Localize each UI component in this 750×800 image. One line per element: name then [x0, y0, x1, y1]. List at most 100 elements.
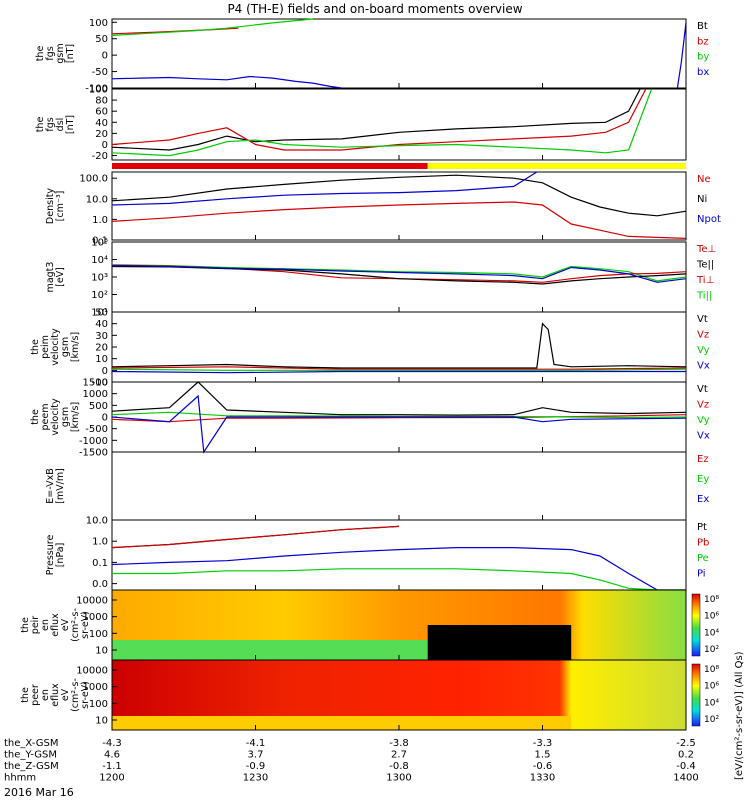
y-axis-label-line: fgs	[45, 46, 56, 60]
y-axis-label-line: the	[30, 409, 41, 425]
y-axis-label: the fgs dsl [nT]	[35, 115, 76, 134]
colorbar-axis-label: [eV/(cm²-s-sr-eV)] (All Qs)	[734, 651, 745, 780]
legend-peem_vel: Vt Vz Vy Vx	[697, 384, 710, 442]
series-Vz	[111, 414, 687, 423]
series-Ni	[111, 174, 687, 217]
colorbar-tick-label: 10⁴	[704, 698, 719, 708]
y-axis-label-line: velocity	[50, 328, 61, 366]
y-axis-label: the fgs gsm [nT]	[35, 43, 76, 63]
y-tick-label: 100	[89, 629, 108, 640]
legend-entry: Vz	[697, 400, 709, 411]
y-axis-label-line: [mV/m]	[55, 468, 66, 504]
y-tick-label: 0	[102, 366, 108, 377]
legend-peim_vel: Vt Vz Vy Vx	[697, 314, 710, 372]
y-tick-label: 50	[95, 308, 108, 319]
y-axis-label-line: en	[40, 619, 51, 631]
y-tick-label: 1000	[83, 682, 108, 693]
y-tick-label: 10	[95, 354, 108, 365]
x-axis-value: 4.6	[104, 750, 120, 761]
legend-density: Ne Ni Npot	[697, 174, 721, 225]
y-axis-label-line: velocity	[50, 398, 61, 436]
legend-entry: Pi	[697, 569, 706, 580]
x-axis-value: -1.1	[102, 761, 122, 772]
legend-entry: Ez	[697, 454, 709, 465]
legend-entry: Vx	[697, 431, 710, 442]
y-axis-label-line: dsl	[55, 118, 66, 132]
y-axis-label: the peem velocity gsm [km/s]	[30, 398, 81, 436]
y-axis-label: magt3 [eV]	[45, 262, 66, 293]
panel-peir: 10⁸ 10⁶ 10⁴ 10² [eV/(cm²-s-sr-eV)] (All Qs) t…	[20, 589, 745, 780]
y-axis-label-line: the	[20, 687, 31, 703]
x-axis-value: -3.8	[389, 738, 409, 749]
x-axis-value: 3.7	[248, 750, 264, 761]
colorbar-tick-label: 10²	[704, 715, 719, 725]
legend-entry: bz	[697, 36, 709, 47]
x-axis-row-label: the_X-GSM	[4, 738, 58, 749]
y-axis-label-line: [km/s]	[70, 332, 81, 362]
y-tick-label: 10.0	[86, 194, 108, 205]
y-axis-label-line: (cm²-s-	[70, 678, 81, 712]
plot-title: P4 (TH-E) fields and on-board moments ov…	[227, 2, 522, 16]
series-Ti||	[111, 264, 687, 282]
y-axis-label-line: E=-VxB	[45, 468, 56, 503]
x-axis-row-label: the_Y-GSM	[4, 750, 57, 761]
y-axis-label-line: [nPa]	[55, 543, 66, 568]
colorbar-tick-label: 10²	[704, 645, 719, 655]
series-Vy	[111, 368, 687, 371]
legend-pressure: Pt Pb Pe Pi	[697, 522, 709, 580]
phase-bar-red	[112, 163, 428, 169]
legend-entry: Bt	[697, 21, 708, 32]
y-axis-label-line: (cm²-s-	[70, 608, 81, 642]
colorbar-tick-label: 10⁸	[704, 665, 719, 675]
y-tick-label: -20	[92, 151, 108, 162]
date-label: 2016 Mar 16	[4, 786, 74, 799]
y-tick-label: 80	[95, 96, 108, 107]
y-axis-label-line: gsm	[55, 43, 66, 63]
series-Pb	[111, 525, 400, 549]
x-axis-row-label: the_Z-GSM	[4, 761, 59, 772]
legend-entry: Te⊥	[696, 244, 716, 255]
x-axis-value: -0.4	[676, 761, 696, 772]
legend-entry: Ti||	[696, 291, 712, 302]
y-tick-label: 10²	[91, 290, 108, 301]
x-axis-value: 1.5	[535, 750, 551, 761]
series-Pi	[111, 546, 686, 591]
y-axis-label: the peir en eflux eV (cm²-s-sr-eV)	[20, 608, 91, 642]
series-bx	[676, 22, 687, 89]
legend-entry: Pt	[697, 522, 707, 533]
legend-entry: bx	[697, 67, 709, 78]
legend-entry: Vy	[697, 415, 710, 426]
x-axis-value: 0.2	[678, 750, 694, 761]
legend-entry: Ni	[697, 194, 707, 205]
colorbar-gradient	[691, 593, 701, 657]
y-axis-label-line: peer	[30, 684, 41, 706]
x-axis-value: 1300	[386, 773, 411, 784]
series-Vt	[111, 381, 687, 416]
x-axis-value: 2.7	[391, 750, 407, 761]
y-axis-label-line: sr-eV)	[80, 681, 91, 709]
x-axis-value: 1400	[673, 773, 698, 784]
colorbar-tick-label: 10⁸	[704, 595, 719, 605]
y-tick-label: 0	[102, 51, 108, 62]
y-axis-label-line: [cm⁻³]	[55, 191, 66, 222]
colorbar-peer: 10⁸ 10⁶ 10⁴ 10²	[691, 663, 719, 727]
panel-efield: E=-VxB [mV/m] Ez Ey Ex	[45, 451, 709, 521]
y-axis-label-line: the	[35, 46, 46, 62]
panel-temps: magt3 [eV] 10⁵ 10⁴ 10³ 10² 10¹ Te⊥ Te|| Ti⊥ Ti||	[45, 238, 716, 319]
panel-frame	[111, 18, 687, 89]
y-axis-label: Density [cm⁻³]	[45, 188, 66, 224]
y-tick-label: 100	[89, 699, 108, 710]
legend-temps: Te⊥ Te|| Ti⊥ Ti||	[696, 244, 716, 302]
y-tick-label: 0	[102, 413, 108, 424]
legend-entry: Ex	[697, 494, 709, 505]
panel-density: Density [cm⁻³] 100.0 10.0 1.0 0.1 Ne Ni Npot	[45, 171, 721, 247]
panel-frame	[111, 241, 687, 313]
y-tick-label: 10	[95, 716, 108, 727]
x-axis-value: 1230	[243, 773, 268, 784]
series-Vx	[111, 394, 687, 454]
x-axis-value: -4.1	[246, 738, 266, 749]
y-axis-label: the peim velocity gsm [km/s]	[30, 328, 81, 366]
legend-entry: Vt	[697, 314, 708, 325]
y-tick-label: 40	[95, 118, 108, 129]
colorbar-tick-label: 10⁴	[704, 628, 719, 638]
